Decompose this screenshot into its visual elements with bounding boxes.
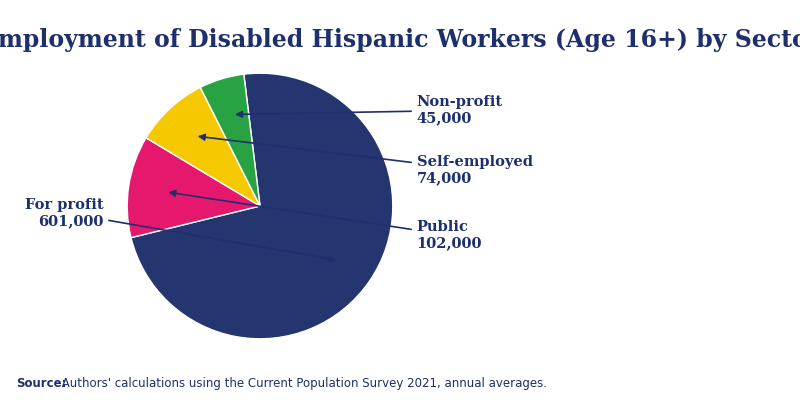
Wedge shape	[131, 73, 393, 339]
Text: Employment of Disabled Hispanic Workers (Age 16+) by Sector: Employment of Disabled Hispanic Workers …	[0, 28, 800, 52]
Text: Public
102,000: Public 102,000	[170, 190, 482, 250]
Text: For profit
601,000: For profit 601,000	[25, 198, 334, 261]
Wedge shape	[146, 87, 260, 206]
Text: Source:: Source:	[16, 377, 66, 390]
Wedge shape	[127, 138, 260, 238]
Text: Self-employed
74,000: Self-employed 74,000	[199, 134, 533, 185]
Text: Non-profit
45,000: Non-profit 45,000	[237, 95, 503, 126]
Text: Authors' calculations using the Current Population Survey 2021, annual averages.: Authors' calculations using the Current …	[58, 377, 546, 390]
Wedge shape	[200, 74, 260, 206]
